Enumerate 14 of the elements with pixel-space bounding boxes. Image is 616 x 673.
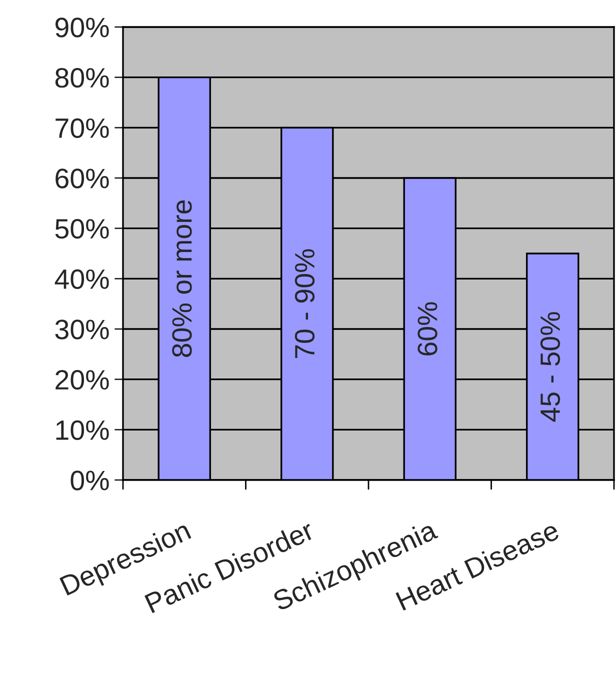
y-tick-label: 10% <box>56 420 109 440</box>
y-tick-label: 80% <box>55 68 109 88</box>
y-tick-label: 20% <box>56 370 109 390</box>
data-label: 45 - 50% <box>540 312 560 422</box>
y-tick-label: 30% <box>55 320 109 340</box>
data-label: 60% <box>418 302 438 356</box>
y-tick-label: 50% <box>55 219 109 239</box>
y-tick-label: 90% <box>56 18 109 38</box>
y-tick-label: 70% <box>56 118 109 138</box>
y-tick-label: 0% <box>70 470 109 490</box>
y-tick-label: 40% <box>54 269 109 290</box>
data-label: 70 - 90% <box>294 249 315 358</box>
data-label: 80% or more <box>172 200 192 357</box>
y-tick-label: 60% <box>56 168 109 188</box>
